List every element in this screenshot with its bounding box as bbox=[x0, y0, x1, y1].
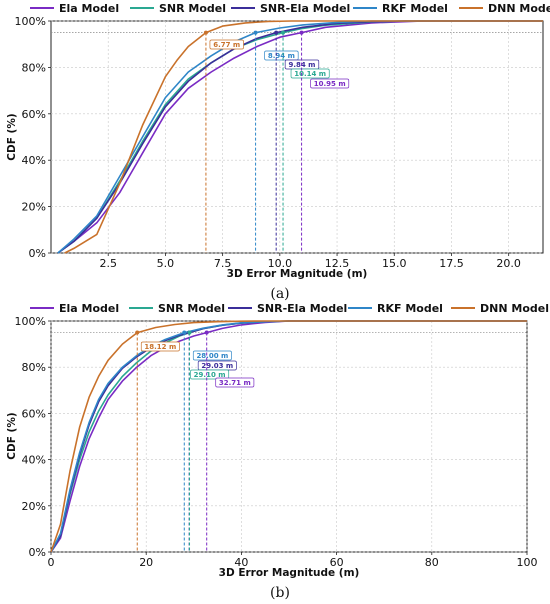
annotation-box-ela-model-a bbox=[310, 78, 350, 89]
grid-a bbox=[51, 20, 543, 254]
annotation-box-snr-model-a bbox=[290, 68, 330, 79]
x-tick-label-a-3: 10.0 bbox=[268, 257, 293, 270]
y-axis-label-a: CDF (%) bbox=[6, 113, 18, 160]
annotation-label-snr-model-b: 29.10 m bbox=[194, 371, 226, 379]
annotation-label-ela-model-a: 10.95 m bbox=[314, 80, 346, 88]
x-tick-label-b-1: 20 bbox=[139, 556, 153, 569]
x-tick-label-a-1: 5.0 bbox=[157, 257, 175, 270]
annotation-box-rkf-model-b bbox=[192, 350, 232, 361]
annotation-label-dnn-model-b: 18.12 m bbox=[144, 343, 176, 351]
percentile-marker-snr-model-a bbox=[281, 30, 286, 35]
x-tick-label-b-3: 60 bbox=[330, 556, 344, 569]
y-tick-label-b-0: 0% bbox=[29, 546, 46, 559]
legend-b: Ela Model SNR Model SNR-Ela Model RKF Model… bbox=[30, 302, 549, 315]
percentile-marker-snr-model-b bbox=[187, 330, 192, 335]
annotation-box-ela-model-b bbox=[215, 377, 255, 388]
legend-a: Ela Model SNR Model SNR-Ela Model RKF Model… bbox=[30, 2, 550, 15]
x-ticks-b: 0 20 40 60 80 100 bbox=[48, 552, 538, 569]
legend-label-ela-model-a: Ela Model bbox=[59, 2, 119, 15]
y-tick-label-b-2: 40% bbox=[22, 454, 46, 467]
legend-label-dnn-model-a: DNN Model bbox=[488, 2, 550, 15]
y-tick-label-a-0: 0% bbox=[29, 247, 46, 260]
x-ticks-a: 2.5 5.0 7.5 10.0 12.5 15.0 17.5 20.0 bbox=[99, 253, 521, 270]
percentile-marker-rkf-model-a bbox=[253, 30, 258, 35]
percentile-marker-dnn-model-a bbox=[203, 30, 208, 35]
caption-b: (b) bbox=[270, 585, 290, 601]
legend-label-snr-ela-model-b: SNR-Ela Model bbox=[257, 302, 347, 315]
plot-frame-b bbox=[50, 320, 528, 553]
y-tick-label-b-3: 60% bbox=[22, 407, 46, 420]
annotation-box-rkf-model-a bbox=[264, 50, 299, 61]
annotation-label-dnn-model-a: 6.77 m bbox=[213, 41, 240, 49]
x-tick-label-a-7: 20.0 bbox=[496, 257, 521, 270]
legend-label-snr-ela-model-a: SNR-Ela Model bbox=[260, 2, 350, 15]
annotation-label-snr-model-a: 10.14 m bbox=[294, 70, 326, 78]
series-line-dnn-model-a bbox=[64, 20, 543, 254]
percentile-marker-rkf-model-b bbox=[182, 330, 187, 335]
y-ticks-a: 0% 20% 40% 60% 80% 100% bbox=[15, 15, 51, 260]
annotation-label-rkf-model-a: 8.94 m bbox=[268, 52, 295, 60]
percentile-marker-ela-model-a bbox=[299, 30, 304, 35]
y-axis-label-b: CDF (%) bbox=[6, 412, 18, 459]
annotations-a: 6.77 m8.94 m9.84 m10.14 m10.95 m bbox=[203, 30, 350, 253]
x-tick-label-b-2: 40 bbox=[234, 556, 248, 569]
annotation-label-ela-model-b: 32.71 m bbox=[219, 379, 251, 387]
legend-label-rkf-model-b: RKF Model bbox=[377, 302, 443, 315]
x-tick-label-b-5: 100 bbox=[517, 556, 538, 569]
y-tick-label-a-1: 20% bbox=[22, 201, 46, 214]
annotation-box-dnn-model-a bbox=[209, 39, 244, 50]
percentile-marker-ela-model-b bbox=[204, 330, 209, 335]
legend-label-snr-model-a: SNR Model bbox=[159, 2, 226, 15]
percentile-marker-dnn-model-b bbox=[135, 330, 140, 335]
x-tick-label-a-5: 15.0 bbox=[382, 257, 407, 270]
caption-a: (a) bbox=[270, 286, 289, 302]
legend-label-dnn-model-b: DNN Model bbox=[480, 302, 549, 315]
series-line-ela-model-b bbox=[50, 320, 527, 553]
x-axis-label-b: 3D Error Magnitude (m) bbox=[219, 567, 360, 579]
annotations-b: 18.12 m 28.00 m 29.03 m29.10 m32.71 m bbox=[135, 330, 255, 552]
series-line-rkf-model-a bbox=[57, 20, 543, 254]
x-tick-label-a-0: 2.5 bbox=[99, 257, 117, 270]
annotation-box-dnn-model-b bbox=[140, 341, 180, 352]
y-tick-label-a-2: 40% bbox=[22, 154, 46, 167]
annotation-box-snr-model-b bbox=[190, 369, 230, 380]
y-tick-label-b-1: 20% bbox=[22, 500, 46, 513]
x-tick-label-b-4: 80 bbox=[425, 556, 439, 569]
series-line-ela-model-a bbox=[57, 20, 543, 254]
annotation-label-rkf-model-b: 28.00 m bbox=[196, 352, 228, 360]
annotation-label-snr-ela-model-b: 29.03 m bbox=[201, 362, 233, 370]
y-tick-label-a-4: 80% bbox=[22, 61, 46, 74]
y-tick-label-b-4: 80% bbox=[22, 361, 46, 374]
legend-label-ela-model-b: Ela Model bbox=[59, 302, 119, 315]
y-ticks-b: 0% 20% 40% 60% 80% 100% bbox=[15, 315, 51, 559]
x-tick-label-a-4: 12.5 bbox=[325, 257, 350, 270]
y-tick-label-a-5: 100% bbox=[15, 15, 46, 28]
chart-panel-a: Ela Model SNR Model SNR-Ela Model RKF Model… bbox=[6, 2, 550, 302]
percentile-marker-snr-ela-model-a bbox=[274, 30, 279, 35]
x-tick-label-a-2: 7.5 bbox=[214, 257, 232, 270]
y-tick-label-a-3: 60% bbox=[22, 108, 46, 121]
legend-label-snr-model-b: SNR Model bbox=[158, 302, 225, 315]
series-line-dnn-model-b bbox=[50, 320, 527, 553]
legend-label-rkf-model-a: RKF Model bbox=[382, 2, 448, 15]
chart-panel-b: Ela Model SNR Model SNR-Ela Model RKF Model… bbox=[6, 302, 549, 601]
x-tick-label-a-6: 17.5 bbox=[439, 257, 464, 270]
y-tick-label-b-5: 100% bbox=[15, 315, 46, 328]
series-a bbox=[57, 20, 543, 254]
x-axis-label-a: 3D Error Magnitude (m) bbox=[227, 268, 368, 280]
x-tick-label-b-0: 0 bbox=[48, 556, 55, 569]
